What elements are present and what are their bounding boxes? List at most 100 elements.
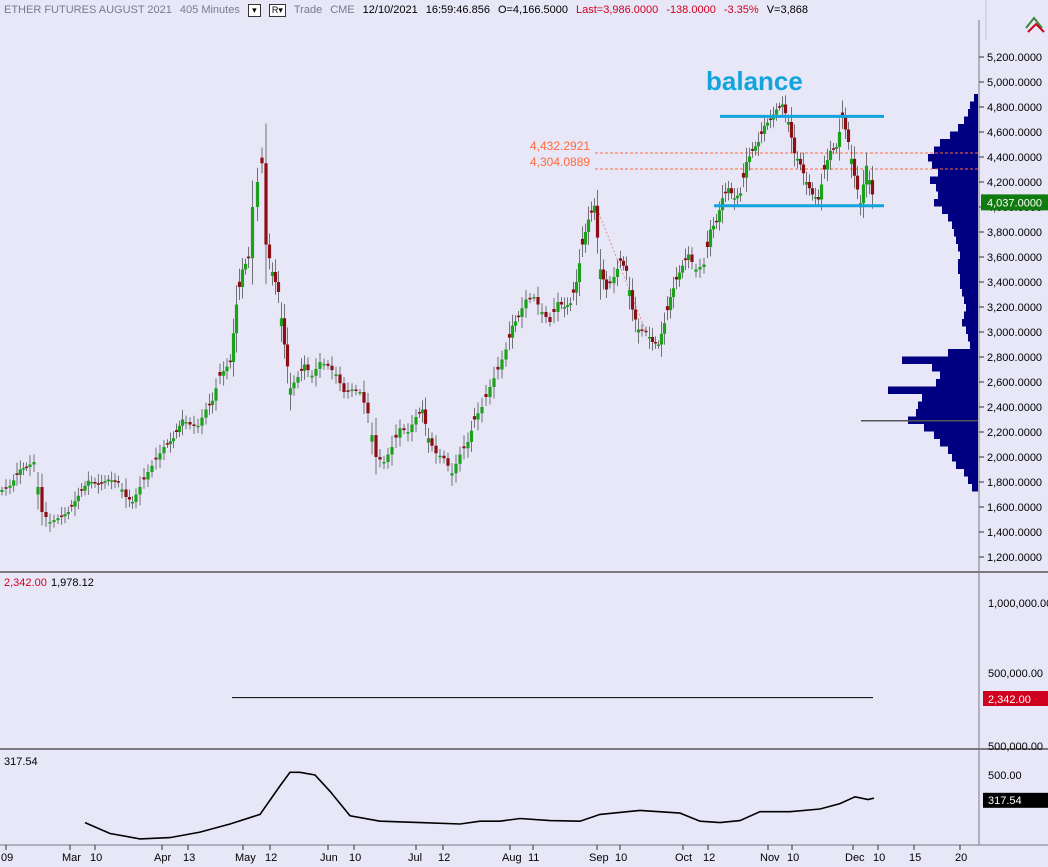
profile-bar [952,454,978,462]
candle-body [677,272,682,280]
candle-body [246,256,251,259]
time-tick-label: Jul [408,852,422,864]
candle-body [801,164,806,174]
candle-body [66,512,70,515]
candle-body [571,289,576,293]
candle-body [56,518,60,521]
chevron-down-icon[interactable]: ▾ [247,3,261,17]
profile-bar [968,476,978,484]
candle-body [528,297,532,300]
candle-body [410,424,414,432]
candle-body [816,197,821,200]
panel3-marker-bg [983,792,1048,808]
price-tick-label: 1,400.0000 [987,527,1042,539]
candle-body [819,184,824,200]
candle-body [852,158,857,176]
candle-body [492,378,496,387]
candle-body [346,390,350,392]
candle-body [228,360,232,363]
price-tick-label: 4,800.0000 [987,102,1042,114]
panel2-tick-label: 500,000.00 [988,741,1043,753]
time-tick-label: Dec [845,852,865,864]
candle-body [472,416,477,420]
price-tick-label: 2,600.0000 [987,377,1042,389]
price-tick-label: 3,800.0000 [987,227,1042,239]
candle-body [234,304,239,334]
time-tick-label: 13 [183,852,195,864]
candle-body [768,118,773,121]
candle-body [608,281,612,284]
candle-body [780,104,785,107]
profile-bar [948,349,978,357]
candle-body [589,210,594,213]
candle-body [624,265,629,271]
candle-body [120,489,124,492]
candle-body [417,412,422,414]
profile-bar [962,319,978,327]
time-tick-label: 10 [873,852,885,864]
candle-body [720,198,725,211]
profile-bar [968,109,978,117]
candle-body [825,160,830,170]
profile-bar [968,334,978,342]
profile-bar [942,206,978,214]
mode-label: Trade [293,4,323,16]
profile-bar [938,191,978,199]
candle-body [598,269,603,280]
link-icon[interactable] [1025,16,1045,33]
time-tick-label: Aug [502,852,522,864]
candle-body [828,150,833,161]
last-label: Last=3,986.0000 [576,4,659,16]
candle-body [500,359,504,370]
candle-body [747,156,752,162]
candle-body [680,265,685,273]
profile-bar [918,401,978,409]
profile-bar [956,236,978,244]
candle-body [636,329,641,333]
time-tick-label: 10 [349,852,361,864]
candle-body [260,157,264,164]
candle-body [127,497,132,500]
candle-body [586,219,591,232]
r-dropdown-button[interactable]: R▾ [268,3,286,17]
panel2-tick-label: 1,000,000.00 [988,598,1048,610]
price-axis: 5,200.0000 5,000.0000 4,800.0000 4,600.0000… [979,52,1048,564]
candle-body [741,172,746,178]
candle-body [386,454,390,462]
candle-body [177,425,182,432]
candle-body [326,363,330,366]
candle-body [134,494,138,502]
candle-body [694,269,698,272]
candle-body [296,377,300,383]
candle-body [196,425,200,428]
candle-body [717,210,722,222]
candle-body [52,520,56,522]
candle-body [846,129,851,142]
candle-body [484,394,488,397]
candle-body [184,422,188,424]
candle-body [762,125,767,134]
candle-body [106,479,110,482]
candle-body [644,330,648,333]
panel2-value-1: 2,342.00 [4,577,47,589]
candle-body [237,281,242,287]
candle-body [63,514,67,517]
candle-body [60,515,64,518]
candle-body [831,148,836,150]
candle-body [524,299,528,309]
price-marker-bg [981,194,1048,211]
candle-body [612,277,616,284]
price-tick-label: 3,400.0000 [987,277,1042,289]
oscillator-line [84,771,875,840]
candle-body [795,158,800,161]
price-levels: 4,432.2921 4,304.0889 [530,139,979,333]
candle-body [792,137,797,154]
time-tick-label: 12 [265,852,277,864]
candle-body [702,264,706,267]
candle-body [783,104,788,114]
candle-body [630,290,635,310]
candle-body [21,468,26,470]
candle-body [420,409,425,414]
